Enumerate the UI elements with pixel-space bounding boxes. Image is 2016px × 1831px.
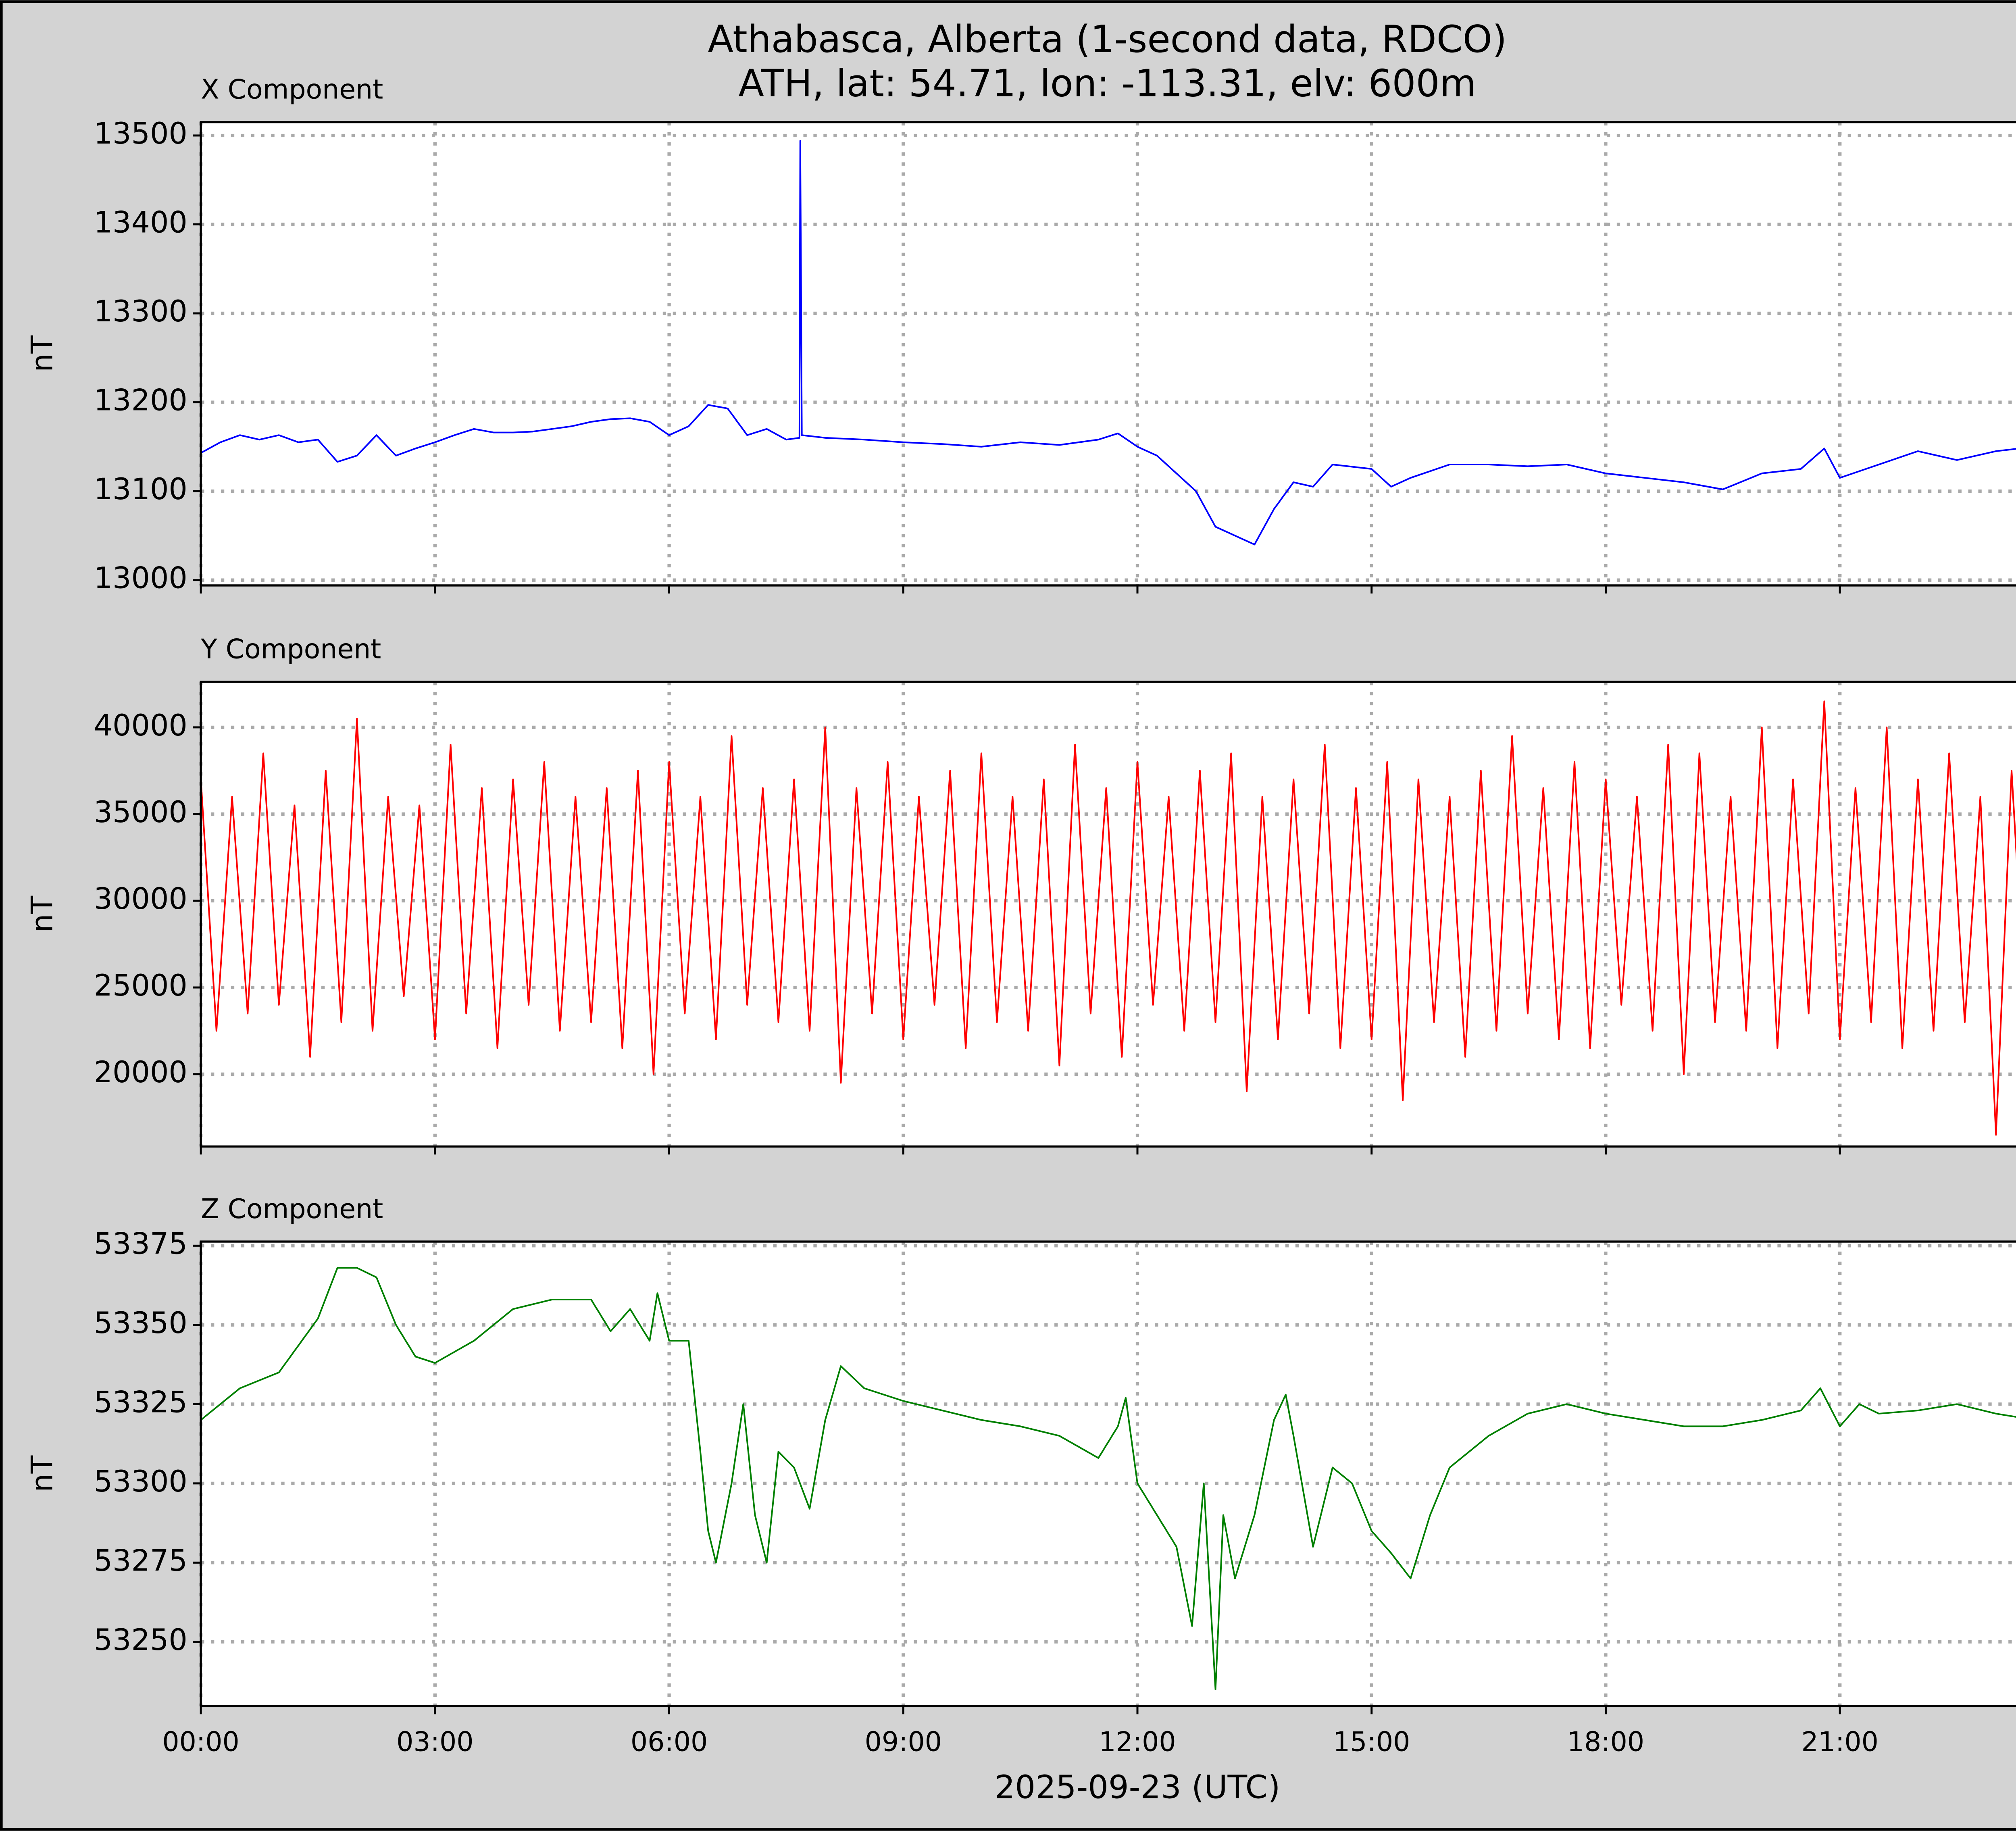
y-tick-label: 53250 (94, 1623, 187, 1657)
plot-area (201, 682, 2016, 1147)
y-axis-label: nT (25, 896, 60, 932)
y-axis-label: nT (25, 335, 60, 372)
x-tick-label: 21:00 (1801, 1726, 1878, 1757)
x-tick-label: 09:00 (865, 1726, 942, 1757)
x-tick-label: 18:00 (1567, 1726, 1644, 1757)
y-tick-label: 53375 (94, 1227, 187, 1261)
figure-subtitle: ATH, lat: 54.71, lon: -113.31, elv: 600m (738, 62, 1476, 105)
y-tick-label: 20000 (94, 1055, 187, 1089)
y-tick-label: 13000 (94, 561, 187, 596)
x-axis-label: 2025-09-23 (UTC) (995, 1768, 1281, 1806)
data-line (200, 1267, 2016, 1690)
y-tick-label: 13200 (94, 383, 187, 418)
grid (199, 122, 2016, 585)
y-tick-label: 25000 (94, 969, 187, 1003)
y-tick-label: 53275 (94, 1544, 187, 1578)
y-axis-label: nT (25, 1455, 60, 1492)
data-line (200, 140, 2016, 546)
plot-frame (200, 121, 2016, 587)
subplot-title: Y Component (200, 633, 381, 665)
data-line (200, 700, 2016, 1136)
plot-area (201, 1241, 2016, 1706)
x-tick-label: 15:00 (1333, 1726, 1410, 1757)
y-tick-label: 53300 (94, 1464, 187, 1499)
y-tick-label: 53325 (94, 1385, 187, 1419)
figure-title: Athabasca, Alberta (1-second data, RDCO) (708, 17, 1507, 61)
y-tick-label: 13400 (94, 206, 187, 240)
y-tick-label: 13300 (94, 294, 187, 329)
x-tick-label: 03:00 (396, 1726, 473, 1757)
subplot-title: Z Component (201, 1193, 383, 1225)
plot-frame (200, 1240, 2016, 1708)
subplot-title: X Component (201, 74, 383, 105)
plot-area (201, 122, 2016, 585)
x-tick-label: 00:00 (162, 1726, 239, 1757)
grid (199, 682, 2016, 1147)
grid (199, 1241, 2016, 1706)
y-tick-label: 53350 (94, 1306, 187, 1340)
x-tick-label: 12:00 (1099, 1726, 1176, 1757)
y-tick-label: 13100 (94, 472, 187, 506)
y-tick-label: 30000 (94, 882, 187, 916)
y-tick-label: 35000 (94, 795, 187, 829)
y-tick-label: 40000 (94, 708, 187, 743)
x-tick-label: 06:00 (631, 1726, 708, 1757)
plot-frame (200, 681, 2016, 1148)
y-tick-label: 13500 (94, 117, 187, 151)
